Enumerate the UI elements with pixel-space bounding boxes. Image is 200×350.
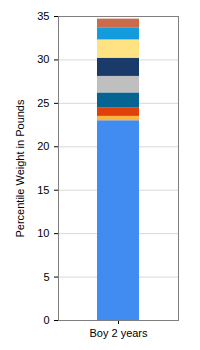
svg-text:30: 30 bbox=[37, 53, 49, 65]
svg-text:10: 10 bbox=[37, 227, 49, 239]
svg-text:0: 0 bbox=[43, 314, 49, 326]
svg-text:15: 15 bbox=[37, 184, 49, 196]
svg-text:25: 25 bbox=[37, 97, 49, 109]
svg-text:Percentile Weight in Pounds: Percentile Weight in Pounds bbox=[14, 99, 26, 237]
svg-text:5: 5 bbox=[43, 271, 49, 283]
svg-text:35: 35 bbox=[37, 10, 49, 22]
svg-text:Boy 2 years: Boy 2 years bbox=[89, 327, 148, 339]
svg-text:20: 20 bbox=[37, 140, 49, 152]
